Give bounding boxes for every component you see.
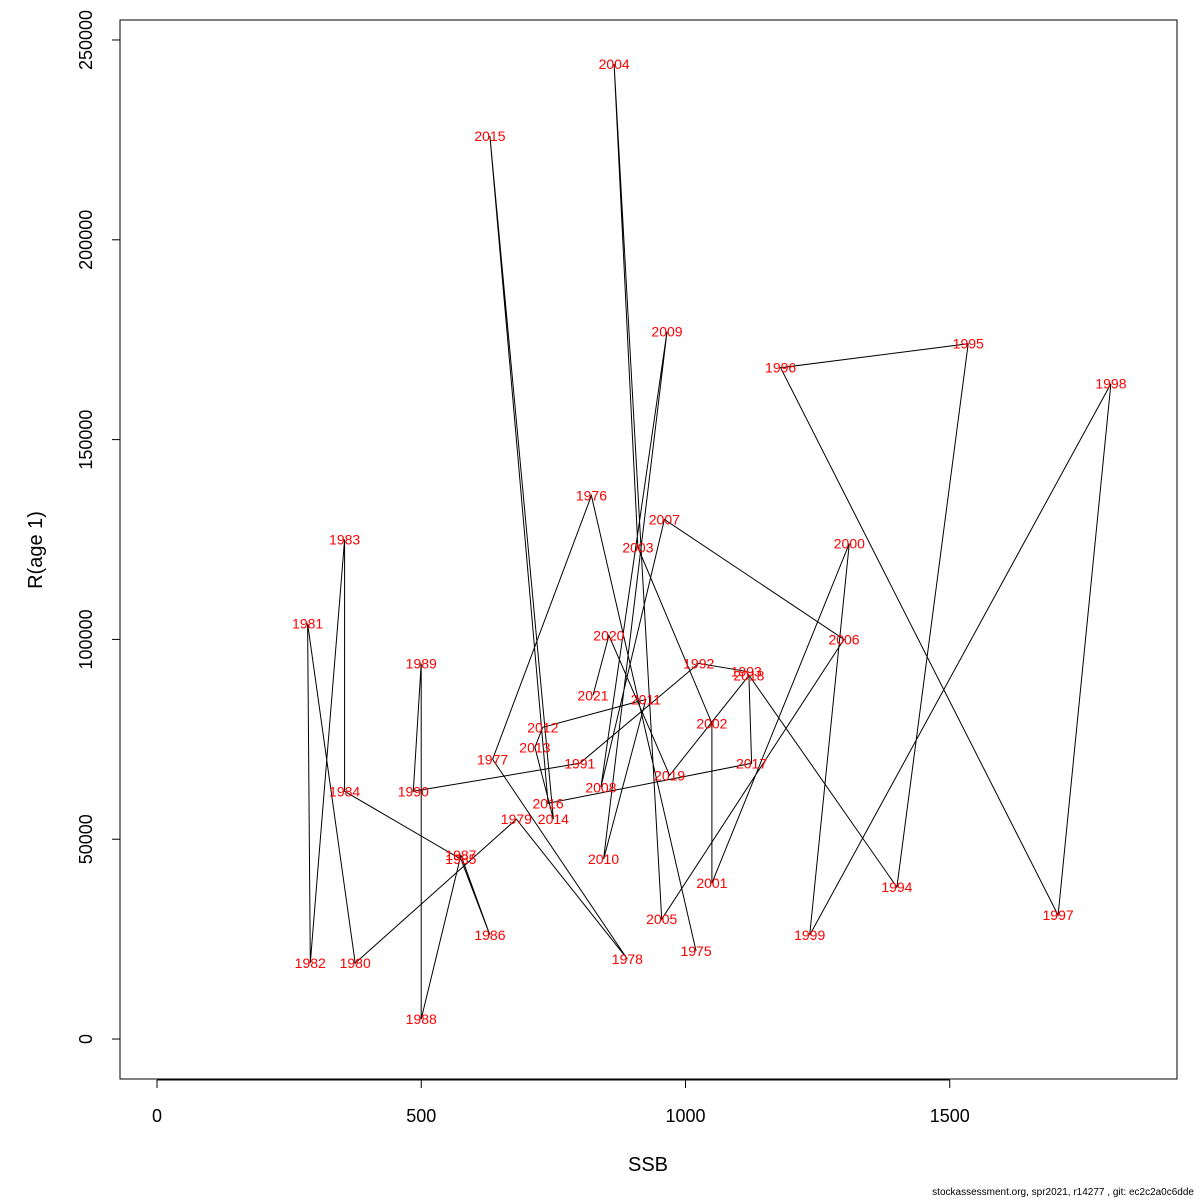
point-label-1983: 1983	[329, 532, 360, 548]
point-label-1986: 1986	[474, 927, 505, 943]
point-label-2017: 2017	[736, 755, 767, 771]
point-label-1997: 1997	[1043, 907, 1074, 923]
point-label-1976: 1976	[576, 488, 607, 504]
point-label-1998: 1998	[1095, 376, 1126, 392]
point-label-1993: 1993	[731, 663, 762, 679]
x-axis: 0 500 1000 1500	[152, 1079, 970, 1126]
point-label-1975: 1975	[680, 943, 711, 959]
point-labels: 1975 1976 1977 1978 1979 1980 1981 1982 1983 1984…	[292, 56, 1127, 1027]
x-tick-label: 1000	[665, 1106, 705, 1126]
series-line	[307, 63, 1112, 1020]
point-label-1979: 1979	[501, 811, 532, 827]
point-label-2016: 2016	[533, 795, 564, 811]
point-label-1985: 1985	[445, 851, 476, 867]
point-label-1982: 1982	[295, 955, 326, 971]
point-label-2011: 2011	[631, 691, 661, 707]
y-tick-label: 100000	[76, 609, 96, 669]
point-label-2015: 2015	[474, 128, 505, 144]
y-tick-label: 150000	[76, 410, 96, 470]
point-label-2010: 2010	[588, 851, 619, 867]
point-label-1990: 1990	[398, 783, 429, 799]
x-tick-label: 500	[406, 1106, 436, 1126]
point-label-1977: 1977	[477, 751, 508, 767]
point-label-2021: 2021	[577, 687, 608, 703]
point-label-2005: 2005	[646, 911, 677, 927]
point-label-1992: 1992	[683, 655, 714, 671]
y-tick-label: 250000	[76, 10, 96, 70]
point-label-1989: 1989	[406, 655, 437, 671]
point-label-2004: 2004	[599, 56, 630, 72]
point-label-2018: 2018	[733, 667, 764, 683]
y-tick-label: 0	[76, 1034, 96, 1044]
point-label-1994: 1994	[881, 879, 912, 895]
point-label-2013: 2013	[519, 739, 550, 755]
y-tick-label: 200000	[76, 210, 96, 270]
point-label-2009: 2009	[651, 324, 682, 340]
footer-credit: stockassessment.org, spr2021, r14277 , g…	[932, 1187, 1194, 1198]
point-label-2002: 2002	[696, 715, 727, 731]
x-axis-title: SSB	[628, 1154, 668, 1176]
point-label-1984: 1984	[329, 783, 360, 799]
point-label-1987: 1987	[445, 847, 476, 863]
point-label-1996: 1996	[765, 360, 796, 376]
point-label-1991: 1991	[564, 755, 595, 771]
point-label-1995: 1995	[953, 336, 984, 352]
point-label-1988: 1988	[406, 1011, 437, 1027]
point-label-2006: 2006	[828, 631, 859, 647]
y-axis-title: R(age 1)	[25, 511, 47, 589]
y-tick-label: 50000	[76, 814, 96, 864]
point-label-2019: 2019	[654, 767, 685, 783]
point-label-2000: 2000	[834, 536, 865, 552]
point-label-1978: 1978	[612, 951, 643, 967]
point-label-2003: 2003	[622, 540, 653, 556]
x-tick-label: 0	[152, 1106, 162, 1126]
point-label-2007: 2007	[649, 512, 680, 528]
point-label-2001: 2001	[696, 875, 727, 891]
point-label-1980: 1980	[340, 955, 371, 971]
point-label-1981: 1981	[292, 615, 323, 631]
point-label-2014: 2014	[538, 811, 569, 827]
x-tick-label: 1500	[930, 1106, 970, 1126]
point-label-2020: 2020	[593, 627, 624, 643]
series-path	[307, 63, 1112, 1020]
point-label-1999: 1999	[794, 927, 825, 943]
y-axis: 0 50000 100000 150000 200000 250000	[76, 10, 121, 1044]
point-label-2012: 2012	[527, 719, 558, 735]
point-label-2008: 2008	[585, 779, 616, 795]
